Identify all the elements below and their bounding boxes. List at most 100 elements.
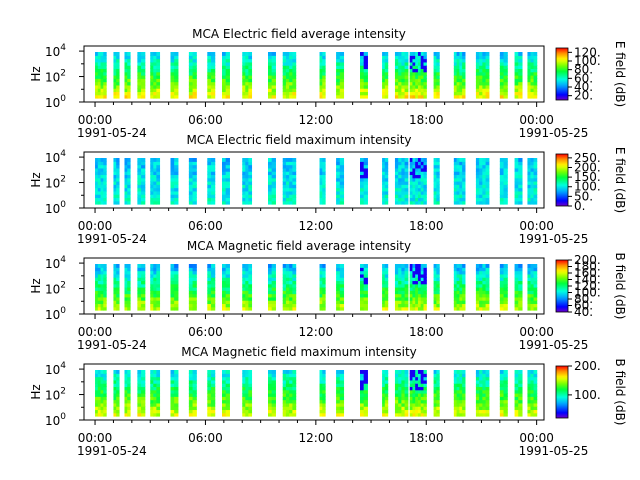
spectrogram-cell <box>415 409 419 414</box>
spectrogram-cell <box>453 184 458 189</box>
spectrogram-cell <box>188 306 194 311</box>
spectrogram-cell <box>475 267 480 272</box>
spectrogram-cell <box>412 181 416 185</box>
spectrogram-cell <box>268 402 273 407</box>
spectrogram-cell <box>530 197 535 202</box>
spectrogram-cell <box>527 190 532 195</box>
spectrogram-cell <box>527 91 532 96</box>
spectrogram-cell <box>533 174 538 179</box>
spectrogram-cell <box>95 164 99 169</box>
colorbar-tick-label: 40. <box>574 305 593 319</box>
spectrogram-cell <box>319 167 323 172</box>
spectrogram-cell <box>533 296 538 301</box>
spectrogram-cell <box>479 75 483 79</box>
spectrogram-cell <box>436 409 440 414</box>
spectrogram-cell <box>170 373 175 378</box>
spectrogram-cell <box>207 293 212 298</box>
y-tick-label: 102 <box>45 175 66 191</box>
spectrogram-cell <box>210 174 216 179</box>
spectrogram-cell <box>322 164 326 169</box>
spectrogram-cell <box>423 267 427 272</box>
spectrogram-cell <box>514 270 519 275</box>
spectrogram-cell <box>245 287 249 291</box>
spectrogram-cell <box>420 88 425 93</box>
spectrogram-cell <box>514 293 519 298</box>
spectrogram-cell <box>100 158 104 162</box>
spectrogram-cell <box>401 393 406 397</box>
spectrogram-cell <box>192 78 197 83</box>
spectrogram-cell <box>242 383 246 388</box>
spectrogram-cell <box>382 61 386 66</box>
colorbar-tick-label: 200. <box>574 253 601 267</box>
spectrogram-cell <box>222 402 227 407</box>
spectrogram-cell <box>137 264 142 268</box>
spectrogram-cell <box>394 197 399 202</box>
spectrogram-cell <box>248 91 253 96</box>
spectrogram-cell <box>127 171 131 176</box>
spectrogram-cell <box>530 270 535 275</box>
spectrogram-cell <box>417 88 422 93</box>
spectrogram-cell <box>289 84 293 89</box>
spectrogram-cell <box>116 58 120 63</box>
spectrogram-cell <box>401 277 406 282</box>
spectrogram-cell <box>503 379 508 384</box>
spectrogram-cell <box>479 84 483 89</box>
spectrogram-cell <box>170 75 175 79</box>
spectrogram-cell <box>503 78 508 83</box>
spectrogram-cell <box>479 383 483 388</box>
spectrogram-cell <box>436 177 440 182</box>
spectrogram-cell <box>95 200 99 205</box>
spectrogram-cell <box>433 177 437 182</box>
spectrogram-cell <box>207 370 212 374</box>
spectrogram-cell <box>363 65 368 70</box>
spectrogram-cell <box>453 187 458 192</box>
spectrogram-cell <box>207 273 212 278</box>
spectrogram-cell <box>100 306 104 311</box>
spectrogram-cell <box>153 296 157 301</box>
spectrogram-cell <box>137 181 142 185</box>
spectrogram-cell <box>533 273 538 278</box>
spectrogram-cell <box>482 399 487 404</box>
spectrogram-cell <box>271 406 276 411</box>
spectrogram-cell <box>533 300 538 305</box>
spectrogram-cell <box>533 200 538 205</box>
spectrogram-cell <box>360 290 365 295</box>
spectrogram-cell <box>141 409 146 414</box>
spectrogram-cell <box>150 81 154 86</box>
spectrogram-cell <box>499 379 505 384</box>
spectrogram-cell <box>401 200 406 205</box>
spectrogram-cell <box>503 68 508 73</box>
spectrogram-cell <box>485 379 490 384</box>
spectrogram-cell <box>170 187 175 192</box>
spectrogram-cell <box>482 277 487 282</box>
spectrogram-cell <box>124 84 128 89</box>
spectrogram-cell <box>289 300 293 305</box>
spectrogram-cell <box>415 389 419 394</box>
spectrogram-cell <box>292 91 297 96</box>
spectrogram-cell <box>103 396 107 401</box>
spectrogram-cell <box>398 158 402 162</box>
x-tick-label: 12:00 <box>299 219 334 233</box>
spectrogram-cell <box>382 386 386 391</box>
spectrogram-cell <box>192 402 197 407</box>
spectrogram-cell <box>453 94 458 99</box>
spectrogram-cell <box>459 187 463 192</box>
spectrogram-cell <box>456 187 460 192</box>
spectrogram-cell <box>248 65 253 70</box>
spectrogram-cell <box>530 167 535 172</box>
spectrogram-cell <box>518 194 523 199</box>
spectrogram-cell <box>292 177 297 182</box>
spectrogram-cell <box>245 164 249 169</box>
spectrogram-cell <box>242 78 246 83</box>
spectrogram-cell <box>103 177 107 182</box>
spectrogram-cell <box>116 396 120 401</box>
spectrogram-cell <box>417 181 422 185</box>
spectrogram-cell <box>137 194 142 199</box>
spectrogram-cell <box>417 167 422 172</box>
spectrogram-cell <box>137 283 142 288</box>
spectrogram-cell <box>417 187 422 192</box>
spectrogram-cell <box>225 181 230 185</box>
spectrogram-cell <box>482 91 487 96</box>
spectrogram-cell <box>248 52 253 56</box>
spectrogram-cell <box>503 406 508 411</box>
